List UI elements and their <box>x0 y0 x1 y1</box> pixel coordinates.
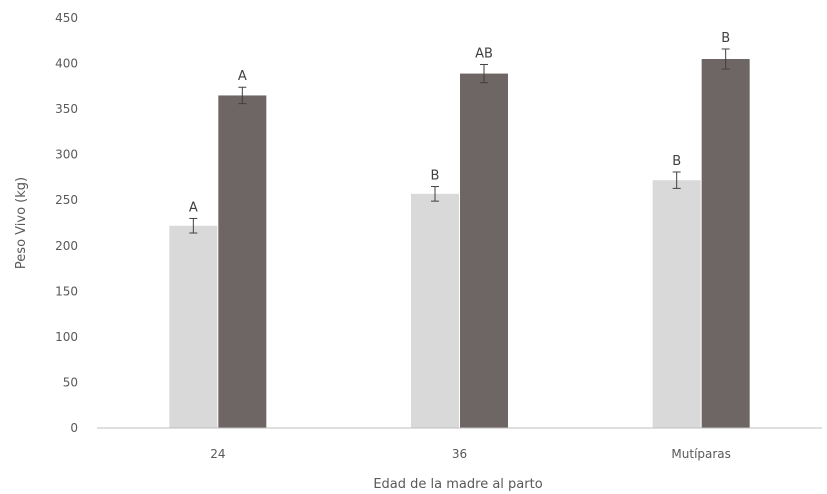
significance-label-s2-3: B <box>721 31 730 46</box>
x-axis-ticks: 24 36 Mutíparas <box>210 447 731 461</box>
y-tick-label: 250 <box>55 193 78 207</box>
y-tick-label: 150 <box>55 284 78 298</box>
bar-s2-2 <box>460 73 508 429</box>
error-bar-s2-1 <box>238 86 247 105</box>
significance-label-s2-1: A <box>238 69 247 84</box>
significance-label-s1-3: B <box>672 154 681 169</box>
significance-label-s2-2: AB <box>475 46 493 61</box>
significance-label-s1-2: B <box>431 169 440 184</box>
x-tick-label: Mutíparas <box>671 447 731 461</box>
error-bar-s2-2 <box>480 63 488 84</box>
y-tick-label: 300 <box>55 148 78 162</box>
x-tick-label: 24 <box>210 447 225 461</box>
y-tick-label: 50 <box>63 375 78 389</box>
error-bar-s2-3 <box>721 48 730 70</box>
y-tick-label: 400 <box>55 57 78 71</box>
y-tick-label: 200 <box>55 239 78 253</box>
significance-label-s1-1: A <box>189 200 198 215</box>
x-axis-label: Edad de la madre al parto <box>373 477 542 492</box>
error-bar-s1-3 <box>672 171 681 189</box>
y-axis-label: Peso Vivo (kg) <box>14 177 29 269</box>
error-bar-s1-2 <box>431 186 439 202</box>
x-tick-label: 36 <box>452 447 467 461</box>
bar-s1-2 <box>411 193 459 428</box>
bar-s1-3 <box>652 180 701 428</box>
bar-s2-1 <box>218 95 267 428</box>
bar-s1-1 <box>169 225 218 428</box>
error-bar-s1-1 <box>189 217 198 234</box>
y-tick-label: 450 <box>55 11 78 25</box>
bar-s2-3 <box>701 59 750 428</box>
y-tick-label: 100 <box>55 330 78 344</box>
y-tick-label: 350 <box>55 102 78 116</box>
y-tick-label: 0 <box>70 421 78 435</box>
y-axis-ticks: 0 50 100 150 200 250 300 350 400 450 <box>55 11 78 435</box>
